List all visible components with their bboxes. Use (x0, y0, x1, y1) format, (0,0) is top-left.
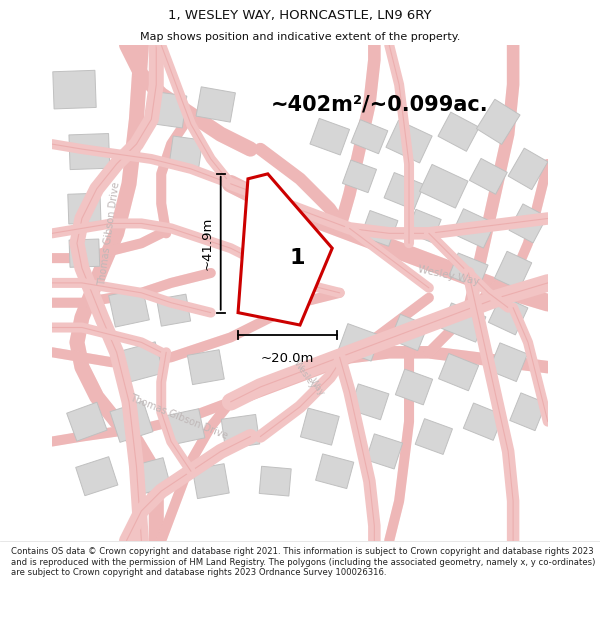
Polygon shape (384, 173, 424, 210)
Text: ~20.0m: ~20.0m (261, 352, 314, 365)
Polygon shape (386, 121, 432, 163)
Polygon shape (476, 99, 520, 144)
Polygon shape (69, 239, 100, 268)
Polygon shape (221, 414, 260, 449)
Polygon shape (76, 457, 118, 496)
Polygon shape (338, 324, 380, 361)
Polygon shape (361, 211, 398, 246)
Polygon shape (169, 136, 203, 167)
Text: Wesley: Wesley (292, 359, 318, 391)
Polygon shape (419, 164, 468, 208)
Text: ~41.9m: ~41.9m (200, 216, 213, 270)
Polygon shape (53, 70, 96, 109)
Polygon shape (310, 118, 350, 155)
Polygon shape (110, 401, 153, 442)
Polygon shape (351, 119, 388, 154)
Text: Thomas Gibson Drive: Thomas Gibson Drive (97, 181, 121, 286)
Polygon shape (415, 419, 452, 454)
Polygon shape (510, 393, 546, 431)
Polygon shape (146, 91, 187, 128)
Text: Map shows position and indicative extent of the property.: Map shows position and indicative extent… (140, 31, 460, 41)
Polygon shape (119, 342, 164, 382)
Polygon shape (509, 204, 547, 243)
Polygon shape (167, 409, 205, 444)
Polygon shape (196, 87, 235, 122)
Polygon shape (390, 314, 428, 351)
Polygon shape (157, 294, 191, 326)
Polygon shape (316, 454, 354, 489)
Polygon shape (132, 458, 171, 495)
Polygon shape (109, 288, 149, 327)
Polygon shape (439, 354, 479, 391)
Polygon shape (508, 148, 548, 189)
Polygon shape (68, 193, 101, 224)
Polygon shape (238, 174, 332, 325)
Polygon shape (67, 402, 107, 441)
Text: 1, WESLEY WAY, HORNCASTLE, LN9 6RY: 1, WESLEY WAY, HORNCASTLE, LN9 6RY (168, 9, 432, 22)
Polygon shape (69, 134, 110, 169)
Polygon shape (463, 403, 503, 441)
Polygon shape (438, 112, 479, 151)
Polygon shape (407, 209, 441, 242)
Polygon shape (449, 253, 488, 288)
Polygon shape (441, 303, 486, 342)
Polygon shape (366, 434, 403, 469)
Text: ~402m²/~0.099ac.: ~402m²/~0.099ac. (270, 94, 488, 114)
Polygon shape (187, 350, 224, 384)
Polygon shape (452, 209, 495, 248)
Polygon shape (259, 466, 291, 496)
Polygon shape (193, 464, 229, 499)
Polygon shape (343, 160, 377, 192)
Polygon shape (489, 343, 527, 381)
Polygon shape (469, 158, 507, 194)
Text: Wesley Way: Wesley Way (417, 264, 480, 287)
Text: Contains OS data © Crown copyright and database right 2021. This information is : Contains OS data © Crown copyright and d… (11, 548, 595, 577)
Polygon shape (350, 384, 389, 420)
Text: 1: 1 (289, 248, 305, 268)
Polygon shape (395, 369, 433, 405)
Text: Thomas Gibson Drive: Thomas Gibson Drive (128, 392, 229, 441)
Polygon shape (488, 296, 528, 335)
Polygon shape (301, 408, 339, 445)
Polygon shape (494, 251, 532, 290)
Text: Way: Way (308, 377, 326, 398)
